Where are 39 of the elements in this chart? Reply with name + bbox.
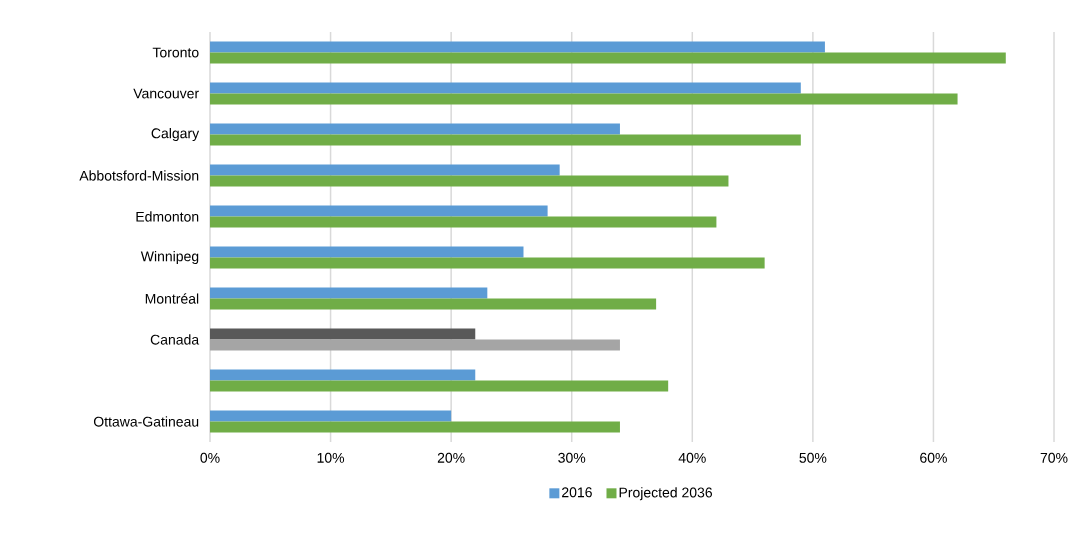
x-tick-label: 30% xyxy=(558,452,586,463)
y-tick-label: Abbotsford-Mission xyxy=(79,170,199,181)
legend-label: Projected 2036 xyxy=(619,487,713,501)
y-tick-label: Winnipeg xyxy=(140,250,199,265)
bar xyxy=(210,205,548,217)
bar xyxy=(210,134,801,146)
x-tick-label: 50% xyxy=(799,452,827,463)
x-tick-label: 20% xyxy=(437,452,465,463)
y-tick-label: Ottawa-Gatineau xyxy=(93,416,199,427)
bar xyxy=(210,257,765,269)
x-tick-label: 70% xyxy=(1040,452,1068,463)
bar xyxy=(210,328,476,340)
y-tick-label: Calgary xyxy=(151,127,200,142)
x-tick-label: 0% xyxy=(200,452,220,463)
bar xyxy=(210,246,524,258)
legend-label: 2016 xyxy=(562,487,592,498)
x-tick-label: 40% xyxy=(678,452,706,463)
bar xyxy=(210,421,620,433)
bar xyxy=(210,41,825,53)
y-tick-label: Montréal xyxy=(145,293,199,304)
bar xyxy=(210,410,452,422)
bar xyxy=(210,339,620,351)
y-tick-label: Toronto xyxy=(152,47,199,58)
bar xyxy=(210,82,801,94)
y-tick-label: Canada xyxy=(150,334,200,345)
bar xyxy=(210,175,729,187)
x-tick-label: 10% xyxy=(317,452,345,463)
y-tick-label: Vancouver xyxy=(133,88,199,99)
bar xyxy=(210,287,488,299)
bar xyxy=(210,52,1006,64)
bar xyxy=(210,216,717,228)
bar xyxy=(210,380,669,392)
y-tick-label: Edmonton xyxy=(136,211,199,222)
bar xyxy=(210,369,476,381)
x-tick-label: 60% xyxy=(920,452,947,463)
bar xyxy=(210,164,560,176)
bar xyxy=(210,123,620,135)
bar xyxy=(210,93,958,105)
bar xyxy=(210,298,657,310)
